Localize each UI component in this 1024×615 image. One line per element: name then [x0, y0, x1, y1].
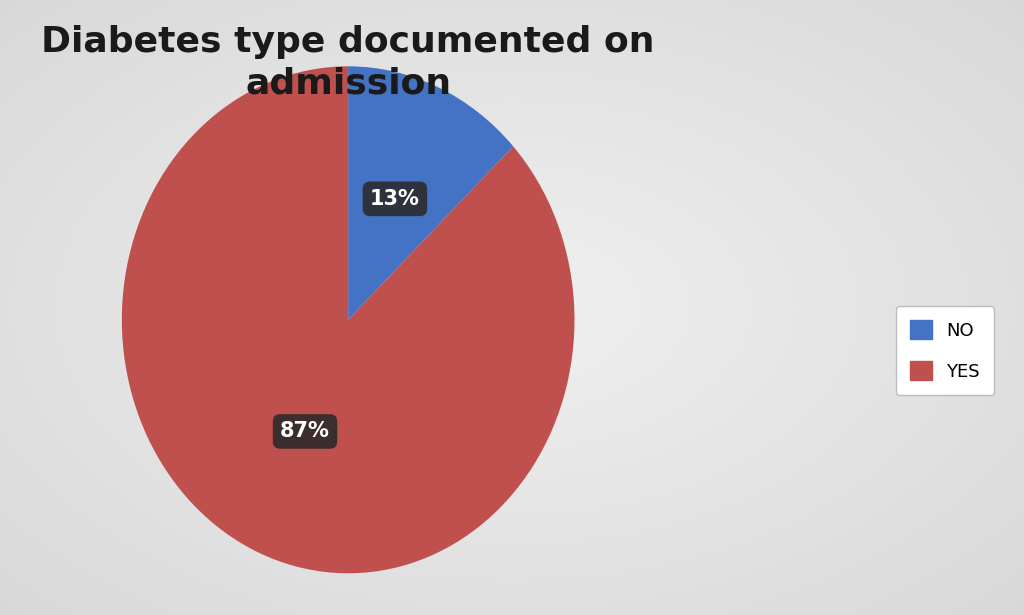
Ellipse shape — [307, 184, 717, 430]
Ellipse shape — [473, 284, 551, 331]
Ellipse shape — [282, 169, 742, 446]
Text: 87%: 87% — [281, 421, 330, 442]
Ellipse shape — [218, 131, 807, 485]
Ellipse shape — [230, 138, 794, 477]
Ellipse shape — [115, 69, 909, 546]
Ellipse shape — [397, 238, 627, 376]
Ellipse shape — [461, 277, 563, 338]
Ellipse shape — [449, 269, 575, 346]
Ellipse shape — [319, 192, 705, 423]
Ellipse shape — [26, 15, 998, 600]
Ellipse shape — [193, 116, 831, 499]
Ellipse shape — [486, 292, 538, 323]
Ellipse shape — [179, 108, 845, 507]
Ellipse shape — [128, 77, 896, 538]
Ellipse shape — [141, 84, 883, 530]
Ellipse shape — [154, 92, 870, 523]
Wedge shape — [348, 66, 513, 320]
Ellipse shape — [63, 38, 961, 577]
Ellipse shape — [38, 23, 985, 592]
Text: Diabetes type documented on
admission: Diabetes type documented on admission — [41, 25, 655, 101]
Ellipse shape — [295, 177, 729, 438]
Ellipse shape — [256, 154, 768, 461]
Ellipse shape — [422, 253, 602, 362]
Ellipse shape — [384, 231, 640, 384]
Ellipse shape — [410, 246, 614, 369]
Ellipse shape — [435, 261, 589, 354]
Ellipse shape — [90, 54, 934, 561]
Wedge shape — [122, 66, 574, 573]
Ellipse shape — [358, 215, 666, 400]
Ellipse shape — [346, 208, 678, 407]
Text: 13%: 13% — [370, 189, 420, 209]
Ellipse shape — [205, 123, 819, 492]
Legend: NO, YES: NO, YES — [896, 306, 994, 395]
Ellipse shape — [13, 7, 1012, 608]
Ellipse shape — [166, 100, 858, 515]
Ellipse shape — [371, 223, 653, 392]
Ellipse shape — [244, 146, 781, 469]
Ellipse shape — [268, 161, 756, 454]
Ellipse shape — [102, 62, 922, 554]
Ellipse shape — [77, 46, 947, 569]
Ellipse shape — [500, 300, 524, 315]
Ellipse shape — [51, 31, 973, 584]
Ellipse shape — [333, 200, 691, 415]
